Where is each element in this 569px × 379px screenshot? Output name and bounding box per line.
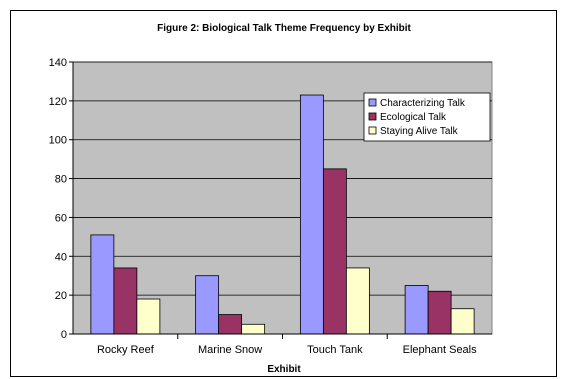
axes: 0 20 40 60 80 100 120 140 Rocky Reef Marine Snow T… xyxy=(49,57,492,356)
bar xyxy=(218,314,243,335)
bar xyxy=(241,323,266,335)
bar xyxy=(299,94,324,335)
legend-label: Staying Alive Talk xyxy=(380,126,459,137)
bar-chart: Figure 2: Biological Talk Theme Frequenc… xyxy=(49,23,493,375)
legend-label: Characterizing Talk xyxy=(380,98,466,109)
bar xyxy=(322,168,347,335)
x-tick-label: Touch Tank xyxy=(307,344,363,356)
bar xyxy=(90,234,115,335)
y-tick-label: 0 xyxy=(61,329,67,341)
chart-title: Figure 2: Biological Talk Theme Frequenc… xyxy=(157,23,411,34)
bar xyxy=(450,308,475,335)
y-tick-label: 140 xyxy=(49,57,67,69)
x-tick-label: Marine Snow xyxy=(198,344,262,356)
x-axis-label: Exhibit xyxy=(267,364,301,375)
bar xyxy=(113,267,138,335)
y-tick-label: 20 xyxy=(55,290,67,302)
chart-frame: Figure 2: Biological Talk Theme Frequenc… xyxy=(10,10,557,377)
bars xyxy=(90,94,475,335)
y-tick-label: 100 xyxy=(49,135,67,147)
legend: Characterizing Talk Ecological Talk Stayin… xyxy=(363,92,491,142)
x-tick-label: Elephant Seals xyxy=(403,344,477,356)
y-tick-label: 120 xyxy=(49,96,67,108)
y-tick-label: 60 xyxy=(55,212,67,224)
bar xyxy=(195,275,220,335)
legend-swatch xyxy=(368,98,377,107)
bar xyxy=(345,267,370,335)
bar xyxy=(427,290,452,335)
legend-box xyxy=(363,92,491,142)
bar xyxy=(404,285,429,335)
bar xyxy=(136,298,161,335)
x-tick-label: Rocky Reef xyxy=(97,344,155,356)
legend-label: Ecological Talk xyxy=(380,112,447,123)
y-tick-label: 80 xyxy=(55,174,67,186)
legend-swatch xyxy=(368,112,377,121)
legend-swatch xyxy=(368,126,377,135)
y-tick-label: 40 xyxy=(55,251,67,263)
